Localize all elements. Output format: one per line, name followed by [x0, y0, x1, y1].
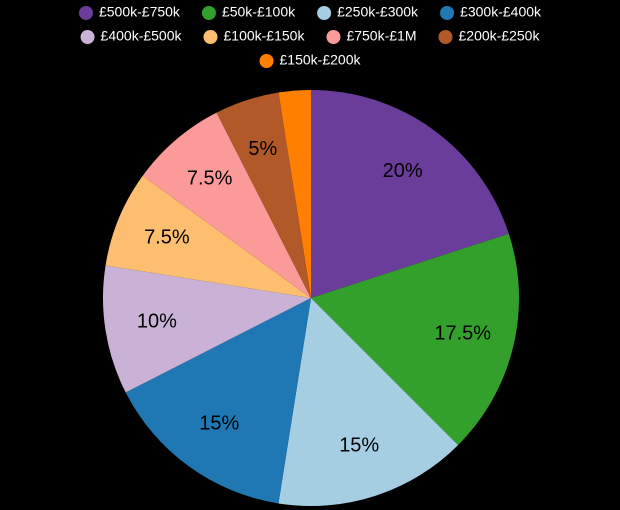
legend-label: £300k-£400k	[460, 4, 542, 20]
legend-row: £500k-£750k £50k-£100k £250k-£300k £300k-£4…	[78, 4, 542, 20]
legend-row: £150k-£200k	[259, 52, 362, 68]
legend-label: £250k-£300k	[337, 4, 419, 20]
pie-slice	[311, 233, 519, 446]
legend-swatch	[440, 6, 455, 20]
legend-label: £100k-£150k	[224, 28, 306, 44]
pie-slice	[103, 265, 311, 393]
value-label: 17.5%	[434, 323, 491, 345]
pie-slice	[142, 112, 311, 298]
legend-swatch	[203, 30, 218, 44]
legend-label: £400k-£500k	[101, 28, 183, 44]
value-label: 15%	[339, 435, 379, 457]
legend-label: £150k-£200k	[280, 52, 362, 68]
legend-label: £50k-£100k	[222, 4, 296, 20]
pie-slice	[125, 298, 311, 504]
pie-slice	[311, 90, 509, 298]
legend-label: £750k-£1M	[346, 28, 416, 44]
legend-label: £500k-£750k	[99, 4, 181, 20]
pie-slice	[278, 90, 311, 298]
pie-slice	[278, 298, 459, 506]
value-label: 15%	[199, 412, 239, 434]
value-label: 7.5%	[144, 227, 190, 249]
legend-label: £200k-£250k	[459, 28, 541, 44]
legend-swatch	[326, 30, 341, 44]
pie-slice	[216, 92, 311, 298]
value-label: 10%	[137, 311, 177, 333]
legend-swatch	[201, 6, 216, 20]
value-label: 7.5%	[187, 168, 233, 190]
legend-swatch	[317, 6, 332, 20]
legend-swatch	[438, 30, 453, 44]
legend-row: £400k-£500k £100k-£150k £750k-£1M £200k-£25…	[80, 28, 541, 44]
value-label: 20%	[383, 160, 423, 182]
value-label: 5%	[248, 138, 277, 160]
legend-swatch	[80, 30, 95, 44]
legend-swatch	[78, 6, 93, 20]
pie-slice	[105, 175, 311, 298]
legend-swatch	[259, 54, 274, 68]
